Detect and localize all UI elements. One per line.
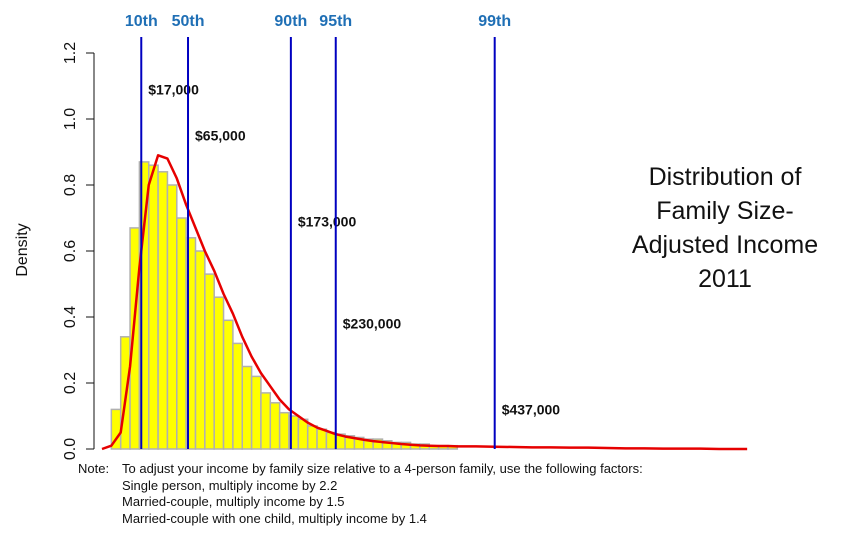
histogram-bar (278, 411, 290, 450)
title-line-3: Adjusted Income (632, 231, 818, 259)
note-line-4: Married-couple with one child, multiply … (122, 510, 427, 526)
histogram-bar (148, 164, 159, 450)
histogram-bar (157, 171, 169, 450)
histogram-bar (316, 428, 328, 450)
percentile-value-label: $65,000 (195, 128, 246, 144)
percentile-label: 10th (125, 13, 158, 30)
percentile-value-label: $17,000 (148, 81, 199, 97)
histogram-bar (194, 250, 206, 450)
percentile-value-label: $437,000 (502, 401, 561, 417)
note-line-2: Single person, multiply income by 2.2 (122, 477, 338, 493)
y-tick-label: 0.0 (62, 438, 79, 460)
y-axis: 0.0 0.2 0.4 0.6 0.8 1.0 1.2 (62, 42, 95, 460)
histogram-bar (269, 402, 281, 450)
note-heading: Note: (78, 461, 110, 476)
y-tick-label: 1.0 (62, 108, 79, 130)
note-line-3: Married-couple, multiply income by 1.5 (122, 494, 345, 509)
histogram-bar (166, 184, 178, 450)
histogram-bar (204, 273, 215, 450)
footnote: Note: To adjust your income by family siz… (78, 461, 838, 527)
histogram-bar (232, 342, 243, 450)
percentile-lines: 10th $17,000 50th $65,000 90th $173,000 95th $2… (125, 13, 560, 449)
density-curve-group (101, 154, 748, 451)
percentile-value-label: $230,000 (343, 316, 402, 332)
histogram-bar (250, 375, 262, 450)
percentile-label: 99th (478, 13, 511, 30)
histogram-bar (297, 418, 309, 450)
y-tick-label: 1.2 (62, 42, 79, 64)
histogram-bars (110, 161, 459, 450)
percentile-label: 90th (274, 13, 307, 30)
percentile-label: 50th (172, 13, 205, 30)
histogram-bar (241, 365, 253, 450)
histogram-bar (260, 392, 272, 450)
density-curve (101, 154, 748, 451)
histogram-bar (222, 319, 234, 450)
title-line-1: Distribution of (649, 163, 802, 191)
y-axis-title: Density (14, 223, 31, 276)
title-line-4: 2011 (698, 265, 752, 293)
y-tick-label: 0.4 (62, 306, 79, 328)
percentile-value-label: $173,000 (298, 213, 357, 229)
title-line-2: Family Size- (656, 197, 794, 225)
y-tick-label: 0.6 (62, 240, 79, 262)
histogram-bar (213, 296, 225, 450)
histogram-bar (176, 217, 187, 450)
y-tick-label: 0.2 (62, 372, 79, 394)
histogram-bar (306, 425, 318, 450)
y-tick-label: 0.8 (62, 174, 79, 196)
note-line-1: To adjust your income by family size rel… (122, 461, 643, 476)
chart-title: Distribution of Family Size- Adjusted In… (632, 163, 818, 293)
percentile-label: 95th (319, 13, 352, 30)
